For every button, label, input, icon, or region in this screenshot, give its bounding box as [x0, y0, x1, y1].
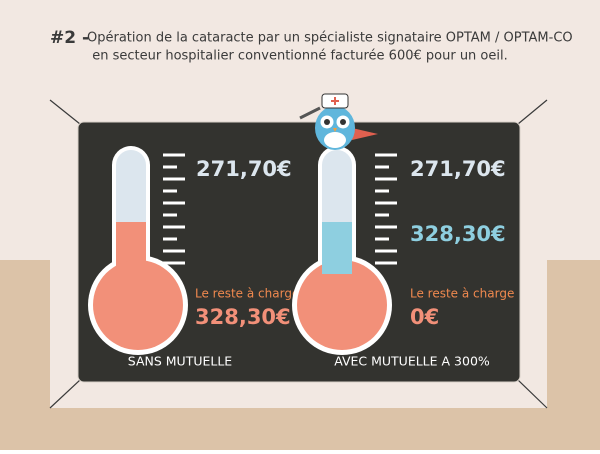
scale [163, 153, 185, 265]
caption: AVEC MUTUELLE A 300% [334, 354, 490, 369]
amount: 271,70€ [196, 157, 292, 181]
reste-amount: 0€ [410, 305, 439, 329]
amount: 271,70€ [410, 157, 506, 181]
reste-label: Le reste à charge [195, 287, 299, 301]
header-number: #2 - [50, 28, 89, 48]
reste-amount: 328,30€ [195, 305, 291, 329]
corner-lines [49, 99, 548, 409]
scale [375, 153, 397, 265]
amount: 328,30€ [410, 222, 506, 246]
header-line: en secteur hospitalier conventionné fact… [92, 49, 508, 64]
thermometer [292, 146, 392, 355]
reste-label: Le reste à charge [410, 287, 514, 301]
caption: SANS MUTUELLE [128, 354, 233, 369]
mascot [299, 93, 378, 150]
board [77, 121, 521, 383]
thermometer [88, 146, 188, 355]
header-line: Opération de la cataracte par un spécial… [87, 31, 573, 46]
